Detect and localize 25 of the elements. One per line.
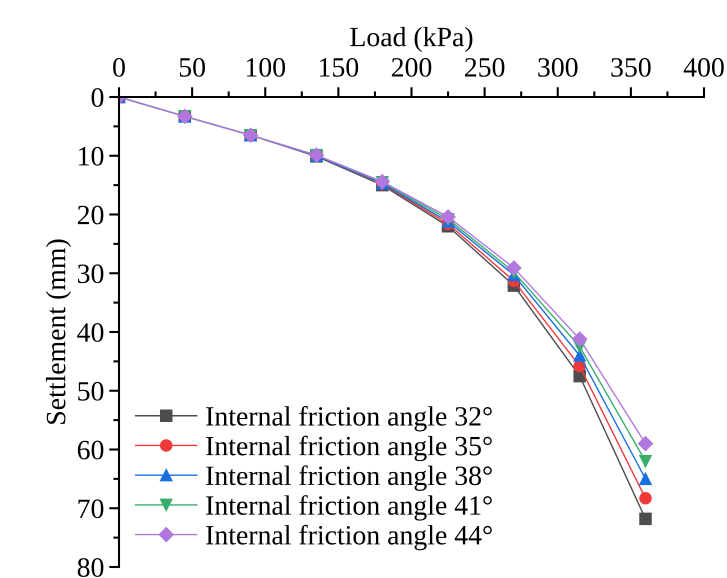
x-tick-label: 200 — [392, 58, 432, 77]
y-axis-title: Settlement (mm) — [46, 239, 72, 424]
y-tick-label: 60 — [78, 440, 104, 460]
y-tick-label: 30 — [78, 264, 104, 284]
y-tick-label: 40 — [77, 323, 104, 342]
x-tick-label: 400 — [684, 58, 724, 77]
y-tick-label: 80 — [78, 558, 104, 577]
x-tick-label: 250 — [465, 58, 504, 77]
y-tick-label: 0 — [92, 88, 104, 107]
legend-label: Internal friction angle 44° — [206, 524, 492, 550]
y-tick-label: 50 — [78, 382, 104, 401]
legend-label: Internal friction angle 38° — [206, 465, 492, 491]
x-tick-label: 150 — [320, 58, 358, 77]
x-tick-label: 50 — [180, 58, 205, 77]
legend-label: Internal friction angle 41° — [206, 495, 492, 521]
x-tick-label: 350 — [611, 58, 651, 77]
x-tick-label: 100 — [246, 58, 286, 77]
legend-label: Internal friction angle 32° — [206, 406, 492, 432]
x-axis-title: Load (kPa) — [350, 26, 472, 52]
legend-label: Internal friction angle 35° — [206, 436, 492, 462]
x-tick-label: 0 — [113, 58, 125, 77]
y-tick-label: 10 — [79, 146, 104, 166]
y-tick-label: 20 — [78, 206, 104, 224]
x-tick-label: 300 — [538, 58, 578, 77]
y-tick-label: 70 — [78, 499, 104, 518]
